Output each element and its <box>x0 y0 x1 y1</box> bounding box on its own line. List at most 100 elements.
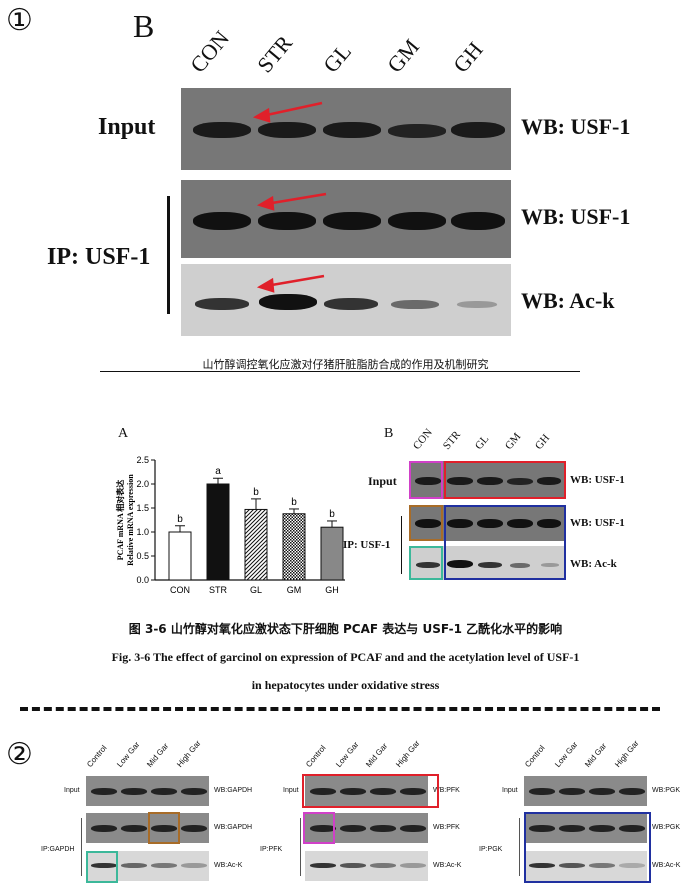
figA-panel-letter: A <box>118 426 129 441</box>
bottom-wb-label: WB:PFK <box>433 824 460 831</box>
band <box>457 301 497 308</box>
y-axis-label: PCAF mRNA 相对表达Relative mRNA expression <box>115 474 135 566</box>
band <box>195 298 249 310</box>
band <box>415 477 441 485</box>
bar-gm <box>282 513 306 581</box>
significance-letter: b <box>329 509 335 520</box>
band <box>619 788 645 795</box>
bottom-wb-label: WB:GAPDH <box>214 787 253 794</box>
top-red-arrows <box>252 101 327 293</box>
band <box>388 212 446 230</box>
figB-panel-letter: B <box>384 426 394 441</box>
significance-letter: b <box>177 514 183 525</box>
band <box>310 825 336 832</box>
bottom-wb-label: WB:Ac-K <box>433 862 462 869</box>
bottom-lane-label: Mid Gar <box>145 741 171 769</box>
bottom-blot-row <box>524 813 647 843</box>
bottom-wb-label: WB:Ac-K <box>652 862 681 869</box>
y-tick-label: 1.5 <box>136 503 149 513</box>
y-tick-label: 1.0 <box>136 527 149 537</box>
band <box>447 519 473 528</box>
band <box>541 563 559 567</box>
bottom-input-label: Input <box>502 787 518 794</box>
bottom-lane-label: Low Gar <box>115 740 142 769</box>
band <box>391 300 439 309</box>
band <box>400 863 426 868</box>
bottom-highlight-box <box>303 812 335 844</box>
thesis-header-rule <box>100 371 580 372</box>
top-wb-usf1-label: WB: USF-1 <box>521 204 631 229</box>
band <box>310 863 336 868</box>
band <box>258 212 316 230</box>
band <box>258 122 316 138</box>
part1-marker: ① <box>6 3 33 38</box>
figB-ip-treat-highlight <box>444 505 566 580</box>
figB-ip-usf1-blot <box>409 505 566 541</box>
bar-gl <box>244 508 268 581</box>
bottom-blot-row <box>305 813 428 843</box>
bottom-blot-row <box>524 776 647 806</box>
top-ip-ack-blot <box>181 264 511 336</box>
bottom-blot-row <box>305 851 428 881</box>
y-tick-label: 2.5 <box>136 455 149 465</box>
band <box>507 519 533 528</box>
band <box>529 863 555 868</box>
bottom-lane-label: Low Gar <box>334 740 361 769</box>
bottom-ip-bracket <box>519 818 520 876</box>
x-tick-label: CON <box>170 585 190 595</box>
band <box>451 212 505 230</box>
band <box>259 294 317 310</box>
bottom-wb-label: WB:PGK <box>652 787 681 794</box>
band <box>151 788 177 795</box>
band <box>324 298 378 310</box>
band <box>121 825 147 832</box>
bottom-lane-label: Low Gar <box>553 740 580 769</box>
figB-lane-gl: GL <box>472 433 492 452</box>
bottom-ip-label: IP:PFK <box>260 846 283 853</box>
band <box>193 122 251 138</box>
figB-ip-bracket <box>401 516 402 574</box>
band <box>559 825 585 832</box>
bottom-ip-label: IP:PGK <box>479 846 503 853</box>
x-tick-label: STR <box>209 585 228 595</box>
top-wb-input-label: WB: USF-1 <box>521 114 631 139</box>
bottom-wb-label: WB:PGK <box>652 824 681 831</box>
bar-con <box>168 531 192 581</box>
band <box>91 825 117 832</box>
top-input-blot <box>181 88 511 170</box>
band <box>121 863 147 868</box>
band <box>529 825 555 832</box>
bottom-highlight-box <box>302 774 439 808</box>
bottom-blot-row <box>86 776 209 806</box>
band <box>507 478 533 485</box>
band <box>478 562 502 568</box>
band <box>340 825 366 832</box>
y-tick-label: 0.5 <box>136 551 149 561</box>
figB-wb-input-label: WB: USF-1 <box>570 474 625 486</box>
bottom-lane-label: Control <box>85 743 109 769</box>
bottom-lane-label: High Gar <box>394 738 422 769</box>
band <box>91 863 117 868</box>
band <box>323 122 381 138</box>
figB-input-treat-highlight <box>444 461 566 499</box>
figB-ip-ack-blot <box>409 546 566 580</box>
band <box>91 788 117 795</box>
x-tick-label: GL <box>250 585 262 595</box>
figB-lane-gh: GH <box>532 432 553 452</box>
band <box>340 788 366 795</box>
band <box>537 477 561 485</box>
band <box>388 124 446 138</box>
part2-marker: ② <box>6 737 33 772</box>
band <box>447 560 473 568</box>
figB-ip-usf1-con-highlight <box>409 505 443 541</box>
bottom-blot-row <box>86 851 209 881</box>
band <box>537 519 561 528</box>
band <box>619 863 645 868</box>
bottom-input-label: Input <box>64 787 80 794</box>
top-panel-letter: B <box>133 8 155 44</box>
bottom-wb-label: WB:GAPDH <box>214 824 253 831</box>
bottom-lane-label: High Gar <box>613 738 641 769</box>
significance-letter: b <box>291 497 297 508</box>
x-tick-label: GM <box>287 585 302 595</box>
band <box>477 519 503 528</box>
